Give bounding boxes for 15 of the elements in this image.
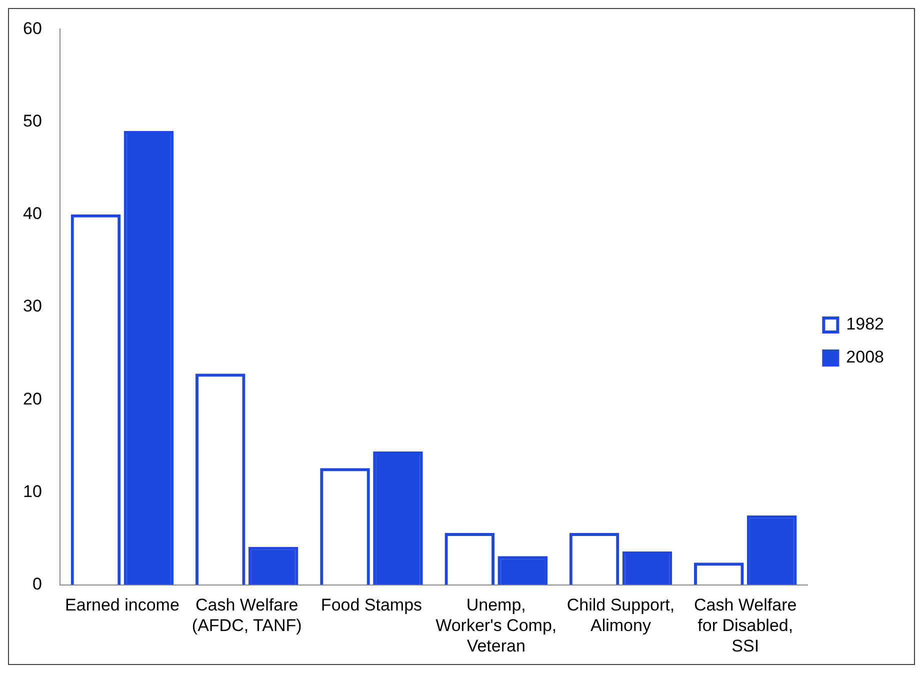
- x-tick-label: Cash Welfare (AFDC, TANF): [192, 596, 302, 636]
- legend-label: 2008: [846, 348, 884, 367]
- y-tick-label: 30: [22, 296, 42, 316]
- x-tick-label: Child Support, Alimony: [566, 596, 675, 636]
- x-tick-label: Cash Welfare for Disabled, SSI: [694, 596, 797, 656]
- y-tick-label: 40: [22, 204, 42, 224]
- y-tick-label: 60: [22, 18, 42, 38]
- legend-label: 1982: [846, 314, 884, 334]
- y-tick-label: 10: [22, 482, 42, 501]
- y-tick-label: 0: [32, 574, 42, 594]
- x-tick-label: Earned income: [65, 596, 180, 615]
- x-tick-label: Food Stamps: [320, 596, 422, 615]
- y-tick-label: 20: [22, 389, 42, 408]
- y-tick-label: 50: [22, 111, 42, 130]
- x-tick-label: Unemp, Worker's Comp, Veteran: [436, 596, 557, 656]
